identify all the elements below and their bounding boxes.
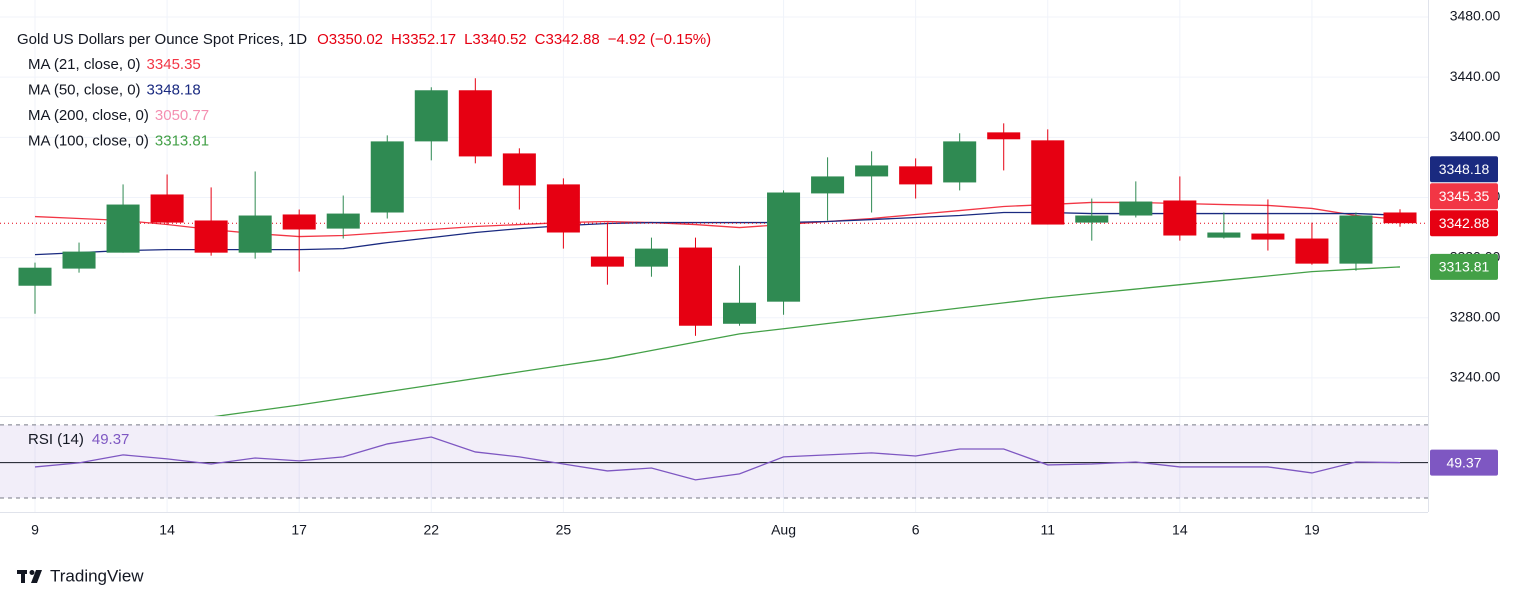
candle-body xyxy=(414,90,448,142)
ohlc-value: C3342.88 xyxy=(535,31,600,48)
x-tick-label: 14 xyxy=(159,522,175,538)
legend-value: 3348.18 xyxy=(147,81,201,98)
legend-value: 3050.77 xyxy=(155,107,209,124)
price-badge xyxy=(1430,210,1498,237)
x-tick-label: 11 xyxy=(1040,522,1055,538)
ohlc-value: −4.92 (−0.15%) xyxy=(608,31,711,48)
price-badge xyxy=(1430,449,1498,476)
candle-body xyxy=(62,251,96,269)
candle-body xyxy=(1031,140,1065,225)
candle-body xyxy=(899,166,933,185)
legend: Gold US Dollars per Ounce Spot Prices, 1… xyxy=(17,31,711,448)
candle-body xyxy=(282,214,316,230)
price-badge-label: 3345.35 xyxy=(1439,188,1490,204)
legend-entry: MA (100, close, 0) 3313.81 xyxy=(28,132,209,149)
legend-value: 3345.35 xyxy=(147,56,201,73)
x-tick-label: 19 xyxy=(1304,522,1320,538)
x-tick-label: 9 xyxy=(31,522,39,538)
ohlc-value: H3352.17 xyxy=(391,31,456,48)
title-row: Gold US Dollars per Ounce Spot Prices, 1… xyxy=(17,31,711,48)
candle-body xyxy=(1119,201,1153,216)
candle-body xyxy=(723,302,757,324)
candle-body xyxy=(943,141,977,183)
x-tick-label: 25 xyxy=(556,522,572,538)
candle-body xyxy=(987,132,1021,140)
candle-body xyxy=(1075,215,1109,223)
price-badge-label: 3342.88 xyxy=(1439,215,1490,231)
price-badge-label: 49.37 xyxy=(1446,454,1481,470)
brand-logo xyxy=(17,570,42,583)
candle-body xyxy=(590,256,624,267)
legend-entry: MA (21, close, 0) 3345.35 xyxy=(28,56,201,73)
price-badge xyxy=(1430,253,1498,280)
x-tick-label: Aug xyxy=(771,522,796,538)
candle-body xyxy=(18,267,52,286)
y-tick-label: 3280.00 xyxy=(1450,308,1501,324)
legend-name: MA (50, close, 0) xyxy=(28,81,141,98)
y-tick-label: 3480.00 xyxy=(1450,8,1501,24)
candle-body xyxy=(458,90,492,157)
chart-title: Gold US Dollars per Ounce Spot Prices, 1… xyxy=(17,31,307,48)
candle-body xyxy=(1163,200,1197,236)
rsi-band xyxy=(0,424,1428,498)
rsi-value: 49.37 xyxy=(92,431,130,448)
candle-body xyxy=(1207,232,1241,238)
y-tick-label: 3400.00 xyxy=(1450,128,1501,144)
x-tick-label: 14 xyxy=(1172,522,1188,538)
candle-body xyxy=(1383,212,1417,224)
ohlc-value: O3350.02 xyxy=(317,31,383,48)
y-tick-label: 3440.00 xyxy=(1450,68,1501,84)
brand-name: TradingView xyxy=(50,566,144,585)
candle-body xyxy=(634,248,668,267)
legend-name: MA (100, close, 0) xyxy=(28,132,149,149)
candle-body xyxy=(1251,233,1285,240)
price-pane xyxy=(0,78,1428,416)
candle-body xyxy=(326,213,360,229)
y-tick-label: 3240.00 xyxy=(1450,369,1501,385)
rsi-name: RSI (14) xyxy=(28,431,84,448)
moving-average-line xyxy=(213,266,1401,416)
candle-body xyxy=(1339,215,1373,264)
legend-value: 3313.81 xyxy=(155,132,209,149)
candle-body xyxy=(678,247,712,326)
candle-body xyxy=(546,184,580,233)
candle-body xyxy=(370,141,404,213)
x-tick-label: 17 xyxy=(291,522,307,538)
candle-body xyxy=(767,192,801,302)
legend-entry: MA (200, close, 0) 3050.77 xyxy=(28,107,209,124)
candle-body xyxy=(238,215,272,253)
legend-name: MA (21, close, 0) xyxy=(28,56,141,73)
candle-body xyxy=(150,194,184,223)
price-badge xyxy=(1430,183,1498,210)
candle-body xyxy=(855,165,889,177)
rsi-line xyxy=(34,436,1401,481)
rsi-legend: RSI (14) 49.37 xyxy=(28,431,129,448)
candle-body xyxy=(811,176,845,194)
x-tick-label: 22 xyxy=(424,522,440,538)
badges: 3345.35 3348.18 3313.81 3342.88 49.37 xyxy=(1430,156,1498,476)
candle-body xyxy=(502,153,536,186)
candle-body xyxy=(1295,238,1329,264)
rsi-pane xyxy=(0,424,1428,499)
candle-body xyxy=(194,220,228,253)
price-badge-label: 3313.81 xyxy=(1439,259,1490,275)
x-tick-label: 6 xyxy=(912,522,920,538)
legend-name: MA (200, close, 0) xyxy=(28,107,149,124)
price-badge-label: 3348.18 xyxy=(1439,161,1490,177)
legend-entry: MA (50, close, 0) 3348.18 xyxy=(28,81,201,98)
ohlc-value: L3340.52 xyxy=(464,31,527,48)
price-badge xyxy=(1430,156,1498,183)
candle-body xyxy=(106,204,140,253)
